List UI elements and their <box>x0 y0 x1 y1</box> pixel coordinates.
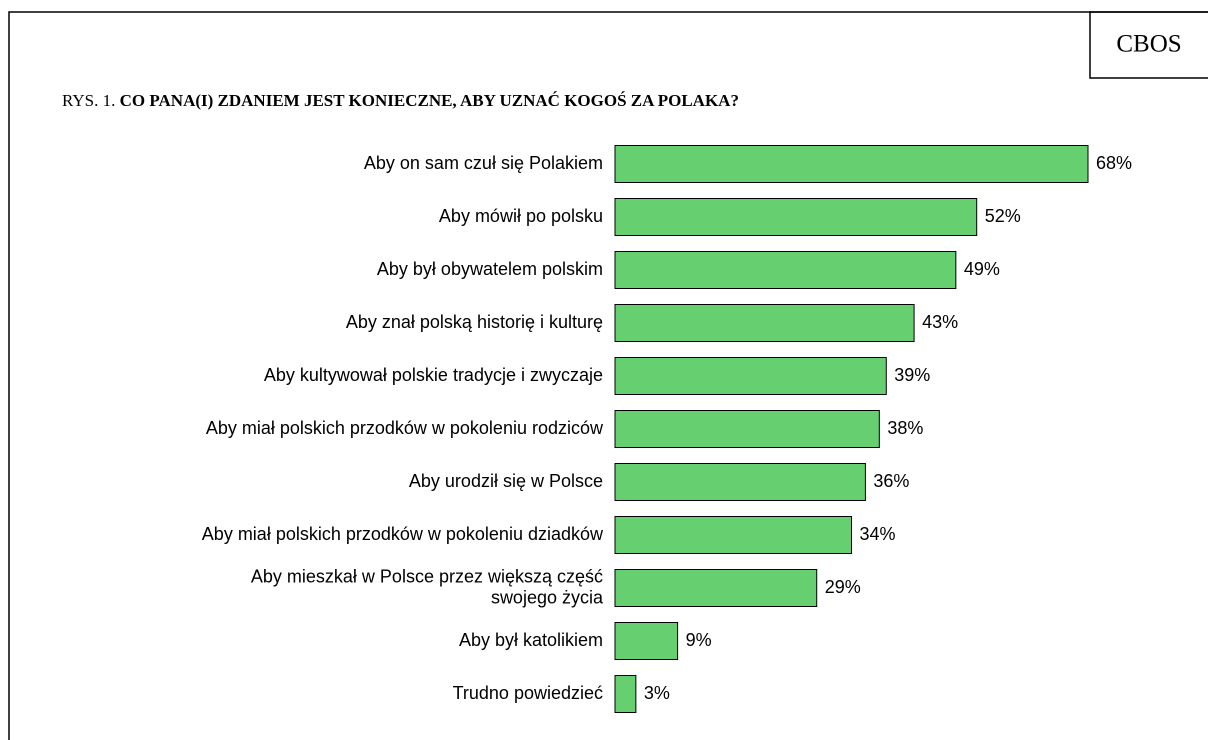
category-label: Aby mieszkał w Polsce przez większą częś… <box>251 566 604 607</box>
value-label: 39% <box>894 365 930 385</box>
category-label: Aby był katolikiem <box>459 630 603 650</box>
category-label: Aby miał polskich przodków w pokoleniu r… <box>206 418 604 438</box>
value-label: 38% <box>887 418 923 438</box>
bar <box>614 622 679 660</box>
category-label: Aby znał polską historię i kulturę <box>346 312 603 332</box>
value-label: 3% <box>644 683 670 703</box>
bar <box>614 569 818 607</box>
bar <box>614 304 915 342</box>
brand: CBOS <box>1116 31 1181 58</box>
bar <box>614 463 866 501</box>
bar <box>614 410 880 448</box>
bar <box>614 675 637 713</box>
bar <box>614 145 1089 183</box>
value-label: 34% <box>860 524 896 544</box>
value-label: 49% <box>964 259 1000 279</box>
frame <box>8 11 1208 740</box>
category-label: Aby miał polskich przodków w pokoleniu d… <box>202 524 604 544</box>
category-label: Aby był obywatelem polskim <box>377 259 603 279</box>
title-text: CO PANA(I) ZDANIEM JEST KONIECZNE, ABY U… <box>120 91 739 110</box>
bar <box>614 516 852 554</box>
category-label: Aby kultywował polskie tradycje i zwycza… <box>264 365 603 385</box>
category-label: Aby urodził się w Polsce <box>409 471 603 491</box>
category-label: Aby mówił po polsku <box>439 206 603 226</box>
value-label: 43% <box>922 312 958 332</box>
figure-label: RYS. 1. <box>62 91 115 110</box>
value-label: 29% <box>825 577 861 597</box>
value-label: 9% <box>686 630 712 650</box>
category-label: Aby on sam czuł się Polakiem <box>364 153 603 173</box>
value-label: 68% <box>1096 153 1132 173</box>
value-label: 52% <box>985 206 1021 226</box>
bar <box>614 198 978 236</box>
bar <box>614 357 887 395</box>
bar <box>614 251 957 289</box>
category-label: Trudno powiedzieć <box>453 683 603 703</box>
chart-title: RYS. 1. CO PANA(I) ZDANIEM JEST KONIECZN… <box>62 91 739 110</box>
brand-box <box>1089 11 1208 79</box>
value-label: 36% <box>873 471 909 491</box>
